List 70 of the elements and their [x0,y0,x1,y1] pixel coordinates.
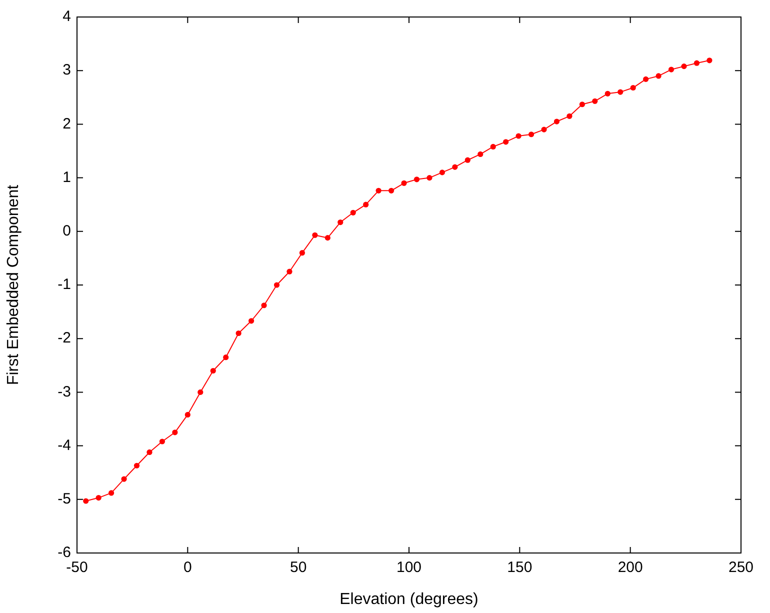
point [338,219,344,226]
x-axis-title: Elevation (degrees) [340,590,478,608]
x-tick-label: -50 [66,559,88,576]
point [388,188,394,194]
point [414,176,420,182]
point [464,157,470,163]
y-tick-label: 0 [62,222,71,240]
point [668,66,674,72]
point [121,476,127,482]
point [210,368,216,374]
x-tick-label: 0 [183,559,192,576]
point [478,151,484,158]
point [236,330,242,336]
point [490,144,496,150]
point [274,282,280,288]
x-tick-label: 250 [728,559,754,576]
point [248,318,254,324]
point [516,133,522,139]
point [261,302,267,308]
point [324,235,330,241]
point [223,354,229,360]
x-tick-label: 150 [507,559,532,576]
y-axis-title: First Embedded Component [5,184,22,386]
point [503,139,509,145]
point [656,73,662,79]
y-tick-label: -5 [58,490,71,508]
point [541,126,547,132]
y-tick-label: 4 [62,8,71,26]
point [579,102,585,108]
point [108,490,114,496]
point [592,98,598,104]
y-tick-label: 3 [62,62,71,79]
point [134,462,140,468]
point [694,60,700,66]
point [706,58,712,64]
point [363,202,369,208]
point [172,430,178,436]
point [452,164,458,170]
point [286,268,292,274]
point [643,76,649,82]
point [350,210,356,216]
y-tick-label: -1 [58,276,71,294]
point [198,389,204,395]
point [554,118,560,124]
y-tick-label: -2 [58,330,71,347]
point [159,438,166,444]
y-tick-label: -4 [58,436,71,454]
point [528,132,534,138]
y-tick-label: 1 [62,168,71,186]
y-tick-label: -6 [58,544,71,562]
point [681,64,687,70]
x-tick-label: 200 [618,559,643,576]
point [83,498,89,504]
point [426,175,432,181]
point [299,250,306,256]
point [312,232,318,238]
point [401,180,407,186]
point [618,89,624,95]
x-tick-label: 50 [290,559,307,576]
y-tick-label: 2 [62,115,71,132]
point [566,113,572,119]
y-tick-label: -3 [58,383,71,400]
point [604,90,610,96]
point [184,412,190,418]
point [630,84,636,91]
point [96,494,102,501]
point [439,170,445,176]
x-tick-label: 100 [396,559,422,576]
point [376,188,382,194]
point [146,449,152,456]
